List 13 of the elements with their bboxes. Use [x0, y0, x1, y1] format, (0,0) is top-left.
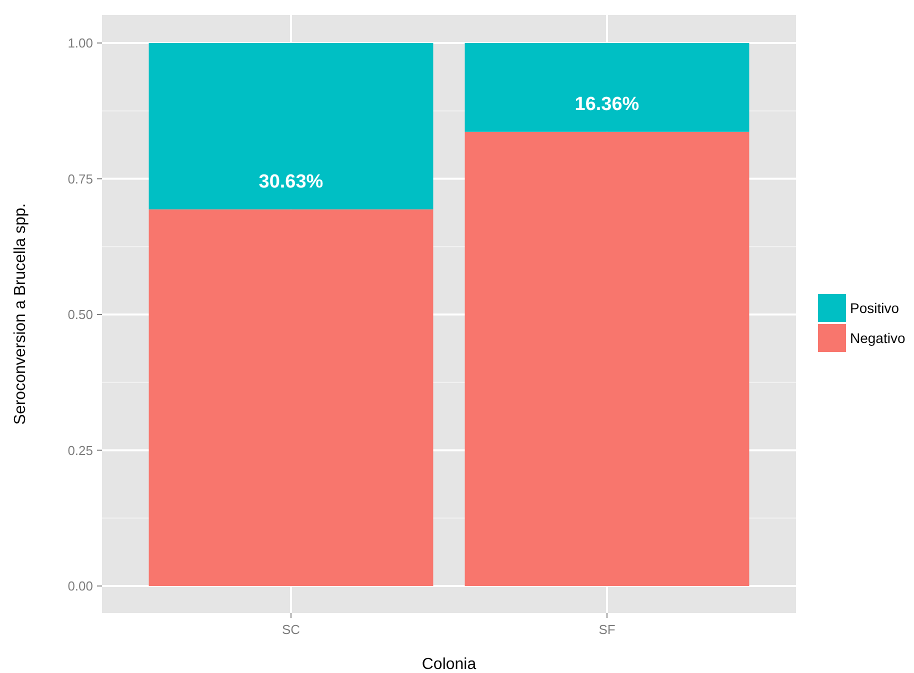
y-tick-label: 0.50 — [68, 307, 93, 322]
legend-label: Negativo — [850, 330, 906, 346]
x-tick-label: SF — [598, 622, 616, 637]
y-tick-label: 1.00 — [68, 36, 93, 51]
y-axis-title: Seroconversion a Brucella spp. — [12, 203, 29, 425]
data-label: 16.36% — [574, 94, 640, 115]
x-axis-title: Colonia — [422, 656, 476, 673]
y-tick-label: 0.75 — [68, 171, 93, 186]
data-label: 30.63% — [258, 171, 324, 192]
legend-label: Positivo — [850, 300, 900, 316]
y-tick-label: 0.25 — [68, 442, 93, 458]
x-tick-label: SC — [282, 622, 300, 637]
y-tick-label: 0.00 — [68, 578, 93, 594]
